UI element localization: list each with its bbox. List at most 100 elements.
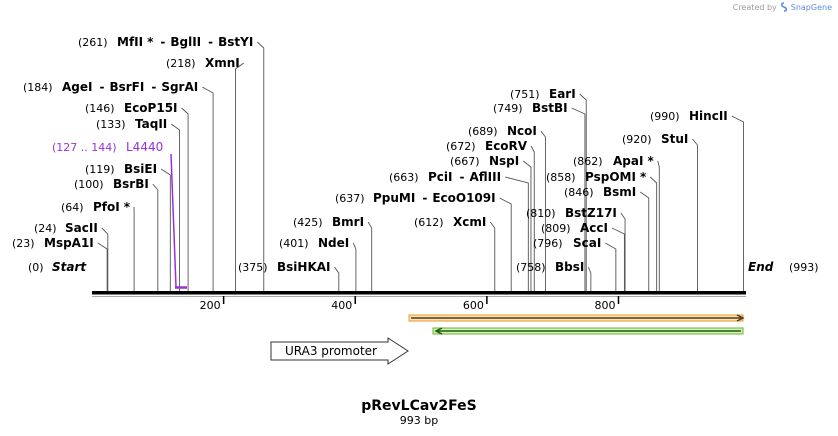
site-lead-line xyxy=(367,221,373,291)
site-lead-line xyxy=(692,138,698,291)
feature-orange-arrow[interactable] xyxy=(408,314,745,322)
site-position: (846) xyxy=(564,186,594,199)
site-name[interactable]: ApaI xyxy=(613,154,643,168)
site-lead-line xyxy=(181,107,189,291)
site-position: (218) xyxy=(166,57,196,70)
site-lead-line xyxy=(571,107,586,291)
site-name[interactable]: AccI xyxy=(580,221,608,235)
site-position: (672) xyxy=(446,140,476,153)
site-separator: - xyxy=(160,35,165,49)
site-name-isoschizomer[interactable]: BstYI xyxy=(218,35,253,49)
site-name-isoschizomer[interactable]: AflIII xyxy=(469,170,501,184)
site-separator: - xyxy=(460,170,465,184)
site-lead-line xyxy=(202,86,214,291)
backbone-line xyxy=(92,291,746,295)
site-name[interactable]: NdeI xyxy=(318,236,349,250)
site-name-isoschizomer[interactable]: BglII xyxy=(170,35,201,49)
site-name[interactable]: XmnI xyxy=(205,56,240,70)
site-lead-line xyxy=(540,130,546,291)
site-lead-line xyxy=(605,242,617,291)
site-name-isoschizomer[interactable]: BsrFI xyxy=(109,80,144,94)
site-position: (809) xyxy=(541,222,571,235)
site-name[interactable]: BbsI xyxy=(555,260,584,274)
site-position: (990) xyxy=(650,110,680,123)
methylation-star-icon: * xyxy=(647,154,654,168)
site-position: (64) xyxy=(61,201,84,214)
site-name[interactable]: NspI xyxy=(489,154,519,168)
site-position: (612) xyxy=(414,216,444,229)
methylation-star-icon: * xyxy=(640,170,647,184)
site-lead-line xyxy=(657,160,660,291)
site-position: (24) xyxy=(34,222,57,235)
site-lead-line xyxy=(97,242,108,291)
site-separator: - xyxy=(422,191,427,205)
axis-tick-label: 600 xyxy=(463,299,484,312)
site-lead-line xyxy=(352,242,357,291)
site-name[interactable]: EarI xyxy=(549,87,576,101)
site-name[interactable]: HincII xyxy=(689,109,728,123)
ura3-promoter-label: URA3 promoter xyxy=(285,344,377,358)
site-name-isoschizomer[interactable]: SgrAI xyxy=(161,80,198,94)
site-position: (375) xyxy=(238,261,268,274)
site-name[interactable]: BstBI xyxy=(532,101,568,115)
site-position: (119) xyxy=(85,163,115,176)
site-name[interactable]: PpuMI xyxy=(373,191,415,205)
site-name[interactable]: MspA1I xyxy=(44,236,94,250)
site-lead-line xyxy=(579,93,587,291)
site-lead-line xyxy=(611,227,625,291)
site-position: (261) xyxy=(78,36,108,49)
primer-lead-line xyxy=(170,153,177,288)
site-name[interactable]: PfoI xyxy=(93,200,120,214)
site-lead-line xyxy=(257,41,265,291)
axis-tick-label: 200 xyxy=(200,299,221,312)
site-lead-line xyxy=(620,212,626,291)
site-separator: - xyxy=(151,80,156,94)
methylation-star-icon: * xyxy=(147,35,154,49)
axis-tick-label: 800 xyxy=(594,299,615,312)
site-position: (133) xyxy=(96,118,126,131)
site-name[interactable]: PciI xyxy=(428,170,453,184)
site-name[interactable]: BsiEI xyxy=(124,162,157,176)
primer-position: (127 .. 144) xyxy=(52,141,117,154)
site-name[interactable]: TaqII xyxy=(135,117,167,131)
site-name[interactable]: XcmI xyxy=(453,215,486,229)
site-position: (810) xyxy=(526,207,556,220)
site-name[interactable]: BsmI xyxy=(603,185,636,199)
site-name[interactable]: BsrBI xyxy=(113,177,149,191)
site-lead-line xyxy=(235,62,245,291)
site-name[interactable]: EcoRV xyxy=(485,139,528,153)
site-name[interactable]: PspOMI xyxy=(585,170,636,184)
site-name[interactable]: MfII xyxy=(117,35,143,49)
site-position: (146) xyxy=(85,102,115,115)
end-label: End xyxy=(748,260,774,274)
site-lead-line xyxy=(649,176,658,291)
site-position: (425) xyxy=(293,216,323,229)
site-position: (689) xyxy=(468,125,498,138)
start-position: (0) xyxy=(28,261,44,274)
snapgene-credit: Created by SnapGene xyxy=(733,2,832,12)
site-name-isoschizomer[interactable]: EcoO109I xyxy=(432,191,495,205)
site-lead-line xyxy=(530,145,535,291)
site-name[interactable]: ScaI xyxy=(573,236,601,250)
site-separator: - xyxy=(208,35,213,49)
site-lead-line xyxy=(489,221,496,291)
site-lead-line xyxy=(499,197,512,291)
end-position: (993) xyxy=(789,261,819,274)
feature-green-arrow[interactable] xyxy=(432,327,744,335)
site-name[interactable]: NcoI xyxy=(507,124,537,138)
site-name[interactable]: StuI xyxy=(661,132,688,146)
site-position: (858) xyxy=(546,171,576,184)
site-position: (401) xyxy=(279,237,309,250)
site-name[interactable]: BsiHKAI xyxy=(277,260,331,274)
feature-ura3-promoter[interactable]: URA3 promoter xyxy=(270,337,409,365)
site-position: (749) xyxy=(493,102,523,115)
site-name[interactable]: BstZ17I xyxy=(565,206,617,220)
snapgene-logo-icon xyxy=(780,2,787,12)
site-name[interactable]: BmrI xyxy=(332,215,364,229)
axis-tick-label: 400 xyxy=(331,299,352,312)
site-lead-line xyxy=(522,160,532,291)
site-name[interactable]: SacII xyxy=(65,221,98,235)
site-name[interactable]: EcoP15I xyxy=(124,101,178,115)
site-name[interactable]: AgeI xyxy=(62,80,92,94)
